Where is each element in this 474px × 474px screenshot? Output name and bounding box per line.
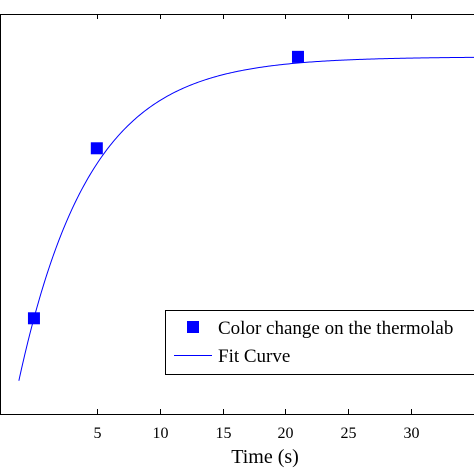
legend-square-marker-icon <box>187 321 199 333</box>
legend-box <box>165 310 474 375</box>
x-axis-ticks <box>97 14 412 414</box>
data-point-square <box>291 50 304 63</box>
x-axis-title: Time (s) <box>231 446 299 468</box>
x-tick-label: 30 <box>404 425 420 442</box>
fit-curve-line <box>18 56 474 381</box>
data-point-square <box>27 312 40 325</box>
x-tick-label: 20 <box>278 425 294 442</box>
axes-frame <box>0 14 474 415</box>
x-tick-label: 10 <box>153 425 169 442</box>
plot-area <box>0 14 474 415</box>
data-point-square <box>90 142 103 155</box>
x-tick-label: 25 <box>341 425 357 442</box>
legend-label-fit-curve: Fit Curve <box>218 346 290 367</box>
legend-label-markers: Color change on the thermolab <box>218 318 453 339</box>
legend: Color change on the thermolab Fit Curve <box>165 310 474 375</box>
x-axis-tick-labels: 5 10 15 20 25 30 <box>94 425 420 442</box>
x-tick-label: 15 <box>216 425 232 442</box>
x-tick-label: 5 <box>94 425 102 442</box>
